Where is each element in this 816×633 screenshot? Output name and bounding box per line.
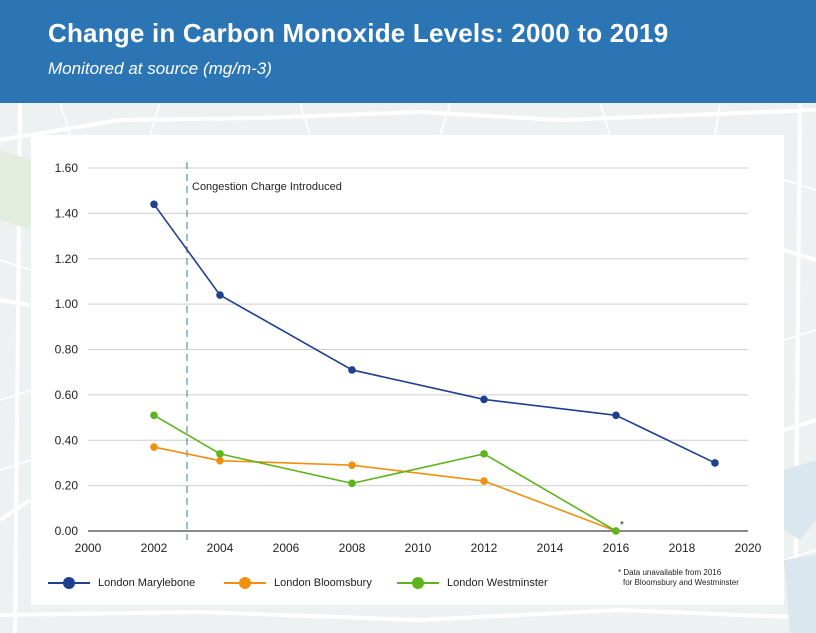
x-tick-label-4: 2008 bbox=[339, 541, 366, 555]
y-tick-label-1: 0.20 bbox=[55, 479, 79, 493]
x-tick-label-6: 2012 bbox=[471, 541, 498, 555]
y-tick-label-2: 0.40 bbox=[55, 433, 79, 447]
footnote-line-2: for Bloomsbury and Westminster bbox=[623, 578, 739, 587]
x-tick-label-0: 2000 bbox=[75, 541, 102, 555]
data-point-marylebone-2002 bbox=[150, 200, 158, 209]
data-point-westminster-2016 bbox=[612, 527, 620, 535]
y-tick-label-5: 1.00 bbox=[55, 297, 79, 311]
x-tick-label-7: 2014 bbox=[537, 541, 564, 555]
x-tick-label-1: 2002 bbox=[141, 541, 168, 555]
y-tick-label-3: 0.60 bbox=[55, 388, 79, 402]
legend-item-bloomsbury: London Bloomsbury bbox=[224, 575, 372, 591]
data-point-westminster-2008 bbox=[348, 479, 356, 488]
legend-swatch-westminster bbox=[397, 575, 439, 591]
header-banner: Change in Carbon Monoxide Levels: 2000 t… bbox=[0, 0, 816, 103]
data-point-bloomsbury-2012 bbox=[480, 477, 488, 485]
data-point-marylebone-2016 bbox=[612, 411, 620, 420]
legend-item-westminster: London Westminster bbox=[397, 575, 548, 591]
legend-label-marylebone: London Marylebone bbox=[98, 577, 196, 589]
x-tick-label-5: 2010 bbox=[405, 541, 432, 555]
legend-dot-marylebone bbox=[63, 577, 75, 589]
data-point-westminster-2004 bbox=[216, 450, 224, 458]
series-line-westminster bbox=[153, 414, 617, 532]
footnote-line-1: * Data unavailable from 2016 bbox=[618, 568, 722, 577]
x-tick-label-9: 2018 bbox=[669, 541, 696, 555]
data-point-westminster-2002 bbox=[150, 411, 158, 420]
data-point-bloomsbury-2004 bbox=[216, 456, 224, 465]
y-tick-label-8: 1.60 bbox=[55, 161, 79, 175]
congestion-charge-label: Congestion Charge Introduced bbox=[192, 181, 342, 193]
y-tick-label-0: 0.00 bbox=[55, 524, 79, 538]
legend-dot-westminster bbox=[412, 577, 424, 589]
y-tick-label-6: 1.20 bbox=[55, 252, 79, 266]
data-point-marylebone-2012 bbox=[480, 395, 488, 404]
page-title: Change in Carbon Monoxide Levels: 2000 t… bbox=[48, 18, 669, 48]
footnote: * Data unavailable from 2016 for Bloomsb… bbox=[618, 568, 778, 588]
y-tick-label-7: 1.40 bbox=[55, 206, 79, 220]
data-point-marylebone-2019 bbox=[711, 459, 719, 467]
unavailable-data-marker: * bbox=[620, 520, 624, 531]
x-tick-label-8: 2016 bbox=[603, 541, 630, 555]
legend-dot-bloomsbury bbox=[239, 577, 251, 589]
x-tick-label-2: 2004 bbox=[207, 541, 234, 555]
legend-swatch-bloomsbury bbox=[224, 575, 266, 591]
data-point-marylebone-2004 bbox=[216, 291, 224, 299]
legend-label-westminster: London Westminster bbox=[447, 577, 548, 589]
y-tick-label-4: 0.80 bbox=[55, 343, 79, 357]
data-point-bloomsbury-2002 bbox=[150, 443, 158, 451]
legend-item-marylebone: London Marylebone bbox=[48, 575, 195, 591]
data-point-westminster-2012 bbox=[480, 450, 488, 458]
legend-label-bloomsbury: London Bloomsbury bbox=[274, 577, 372, 589]
data-point-marylebone-2008 bbox=[348, 366, 356, 374]
data-point-bloomsbury-2008 bbox=[348, 461, 356, 470]
x-tick-label-10: 2020 bbox=[735, 541, 762, 555]
series-line-marylebone bbox=[153, 203, 716, 464]
page-subtitle: Monitored at source (mg/m-3) bbox=[48, 59, 272, 78]
legend-swatch-marylebone bbox=[48, 575, 90, 591]
x-tick-label-3: 2006 bbox=[273, 541, 300, 555]
